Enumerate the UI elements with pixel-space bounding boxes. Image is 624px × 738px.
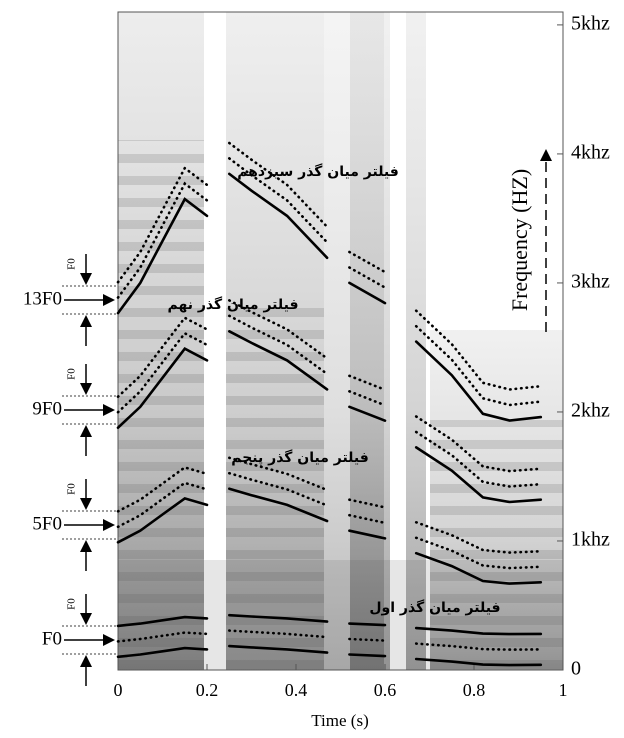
spacing-label: F0 (66, 368, 78, 380)
x-axis-label: Time (s) (311, 711, 368, 730)
y-tick-label: 5khz (571, 12, 610, 34)
y-tick-label: 2khz (571, 400, 610, 422)
harmonic-label: 13F0 (23, 288, 62, 309)
filter-annotation: فیلتر میان گذر اول (369, 599, 500, 616)
x-tick-label: 0.6 (374, 680, 397, 700)
harmonic-line (116, 487, 543, 585)
spacing-label: F0 (66, 483, 78, 495)
harmonic-line (116, 330, 543, 504)
x-tick-label: 0.8 (463, 680, 486, 700)
x-tick-label: 0.4 (285, 680, 308, 700)
harmonic-line (116, 629, 543, 651)
harmonic-label: 9F0 (32, 398, 62, 419)
spacing-label: F0 (66, 598, 78, 610)
harmonic-line (116, 172, 543, 422)
harmonic-line (116, 644, 543, 667)
harmonic-label: F0 (42, 628, 62, 649)
x-tick-label: 0.2 (196, 680, 219, 700)
harmonic-line (116, 299, 543, 473)
plot-frame (117, 11, 564, 671)
harmonic-line (116, 141, 543, 391)
y-tick-label: 1khz (571, 529, 610, 551)
harmonic-label: 5F0 (32, 513, 62, 534)
y-tick-label: 3khz (571, 271, 610, 293)
filter-annotation: فیلتر میان گذر پنجم (231, 449, 369, 466)
harmonic-line (116, 613, 543, 636)
y-axis-label: Frequency (HZ) (507, 169, 532, 311)
filter-annotation: فیلتر میان گذر نهم (168, 296, 299, 313)
spectrogram (118, 12, 563, 670)
y-tick-label: 4khz (571, 142, 610, 164)
harmonic-line (116, 157, 543, 407)
x-tick-label: 0 (114, 680, 123, 700)
filter-annotation: فیلتر میان گذر سیزدهم (237, 163, 399, 180)
spacing-label: F0 (66, 258, 78, 270)
x-tick-label: 1 (559, 680, 568, 700)
y-tick-label: 0 (571, 658, 581, 680)
harmonic-line (116, 314, 543, 488)
